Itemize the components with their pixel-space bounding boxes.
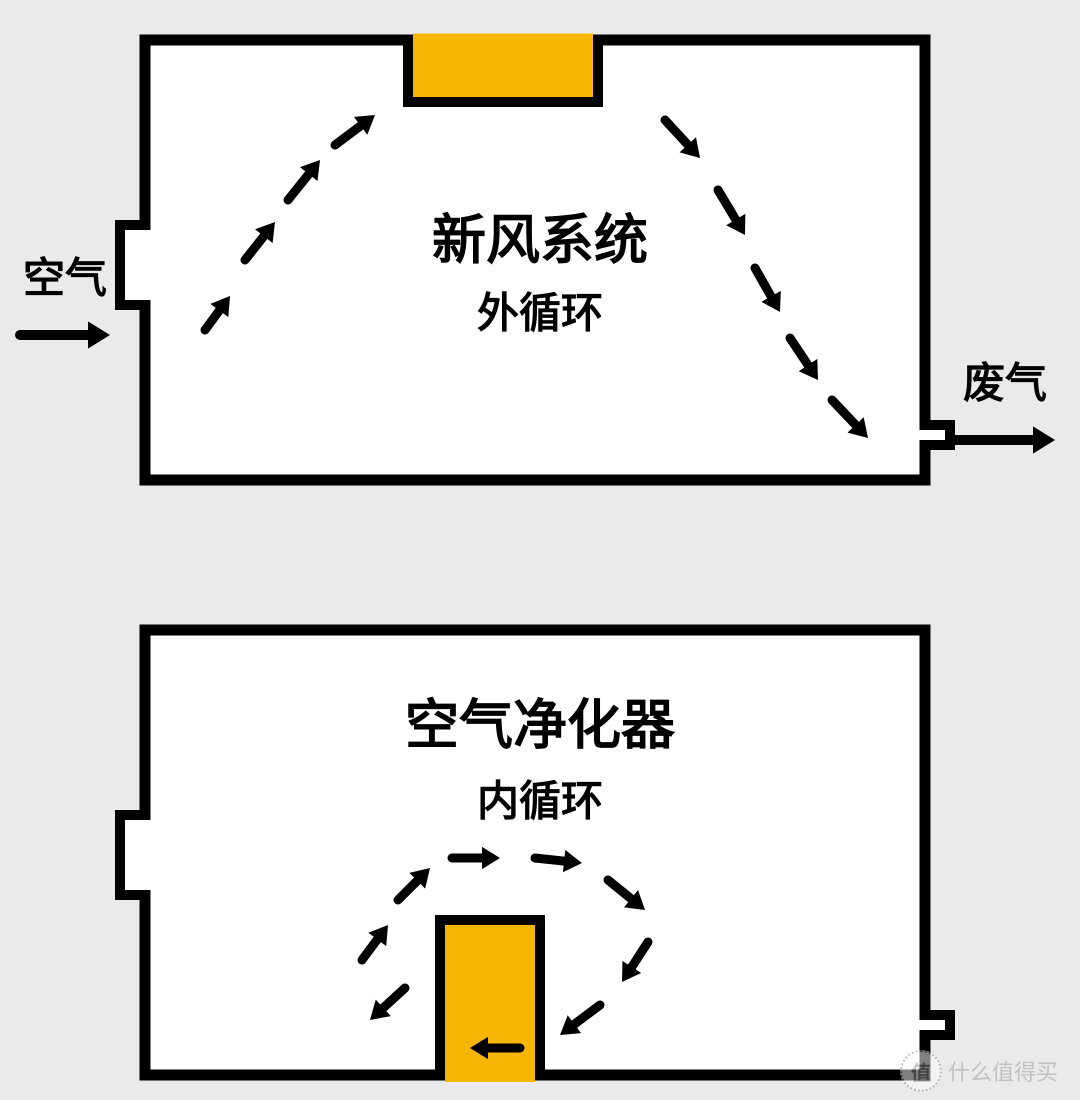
top-subtitle: 外循环 — [477, 280, 603, 341]
watermark: 值 什么值得买 — [900, 1050, 1058, 1092]
bottom-subtitle: 内循环 — [477, 768, 603, 829]
bottom-title: 空气净化器 — [405, 681, 675, 760]
outlet-arrow-icon — [955, 426, 1055, 453]
inlet-arrow-icon — [20, 321, 110, 348]
watermark-badge-icon: 值 — [900, 1050, 942, 1092]
watermark-text: 什么值得买 — [948, 1055, 1058, 1087]
diagram-canvas: 新风系统 外循环 空气 废气 空气净化器 内循环 值 什么值得买 — [0, 0, 1080, 1100]
diagram-svg — [0, 0, 1080, 1100]
top-title: 新风系统 — [432, 196, 648, 275]
top-vent-block — [408, 40, 598, 102]
outlet-air-label: 废气 — [963, 350, 1047, 411]
inlet-air-label: 空气 — [23, 245, 107, 306]
top-vent-opening — [413, 34, 593, 47]
